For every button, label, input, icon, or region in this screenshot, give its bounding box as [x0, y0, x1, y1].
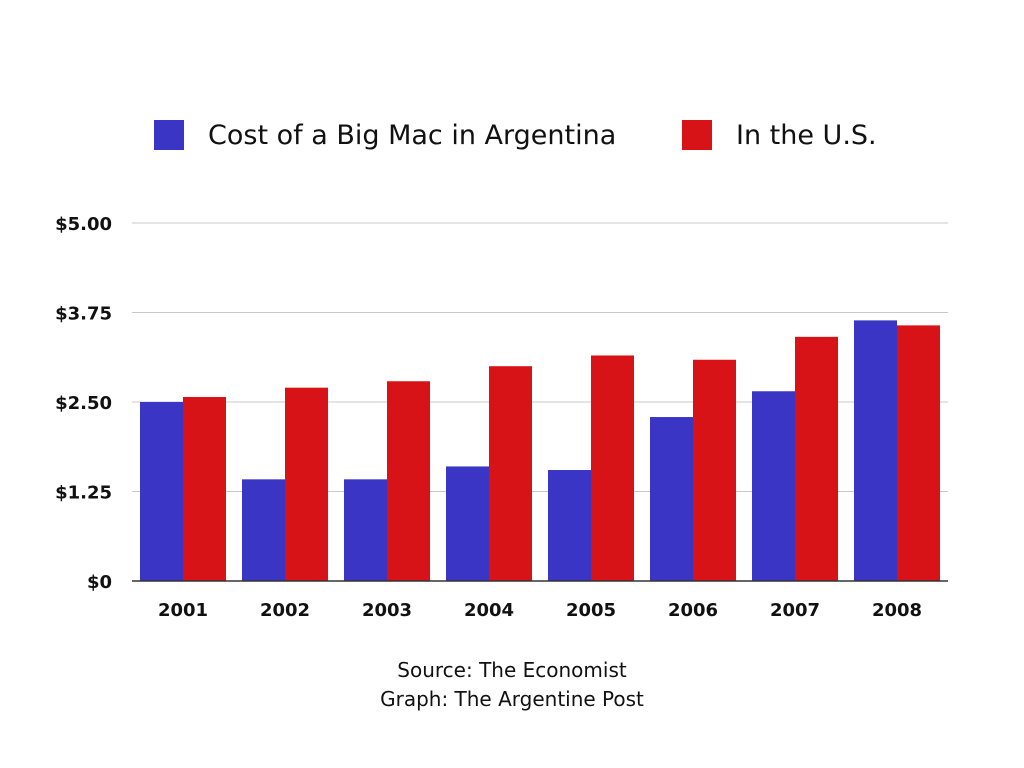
y-tick-label: $5.00	[55, 214, 112, 235]
x-tick-label: 2003	[362, 600, 412, 621]
legend-item-argentina: Cost of a Big Mac in Argentina	[154, 110, 616, 160]
x-tick-label: 2004	[464, 600, 514, 621]
legend: Cost of a Big Mac in Argentina In the U.…	[0, 110, 1024, 160]
source-note: Source: The Economist	[397, 658, 627, 682]
bar-us	[183, 396, 226, 581]
x-tick-label: 2005	[566, 600, 616, 621]
x-tick-label: 2008	[872, 600, 922, 621]
bar-argentina	[242, 479, 285, 581]
bar-us	[693, 359, 736, 581]
y-tick-label: $3.75	[55, 304, 112, 325]
legend-label-argentina: Cost of a Big Mac in Argentina	[208, 119, 617, 151]
bar-argentina	[752, 391, 795, 581]
x-tick-label: 2007	[770, 600, 820, 621]
bar-argentina	[344, 479, 387, 581]
bar-argentina	[446, 466, 489, 581]
y-tick-label: $0	[87, 572, 112, 593]
bar-argentina	[140, 402, 183, 581]
bar-argentina	[854, 320, 897, 581]
bar-us	[489, 366, 532, 581]
legend-label-us: In the U.S.	[736, 119, 877, 151]
y-tick-label: $1.25	[55, 483, 112, 504]
bar-us	[897, 325, 940, 581]
bar-us	[591, 355, 634, 581]
x-tick-label: 2001	[158, 600, 208, 621]
y-tick-label: $2.50	[55, 393, 112, 414]
bar-argentina	[548, 470, 591, 581]
legend-swatch-argentina	[154, 120, 184, 150]
bar-us	[285, 387, 328, 581]
graph-credit: Graph: The Argentine Post	[380, 687, 644, 711]
bar-us	[387, 381, 430, 581]
legend-swatch-us	[682, 120, 712, 150]
legend-item-us: In the U.S.	[682, 110, 877, 160]
bar-argentina	[650, 417, 693, 581]
bar-us	[795, 336, 838, 581]
x-tick-label: 2002	[260, 600, 310, 621]
x-tick-label: 2006	[668, 600, 718, 621]
